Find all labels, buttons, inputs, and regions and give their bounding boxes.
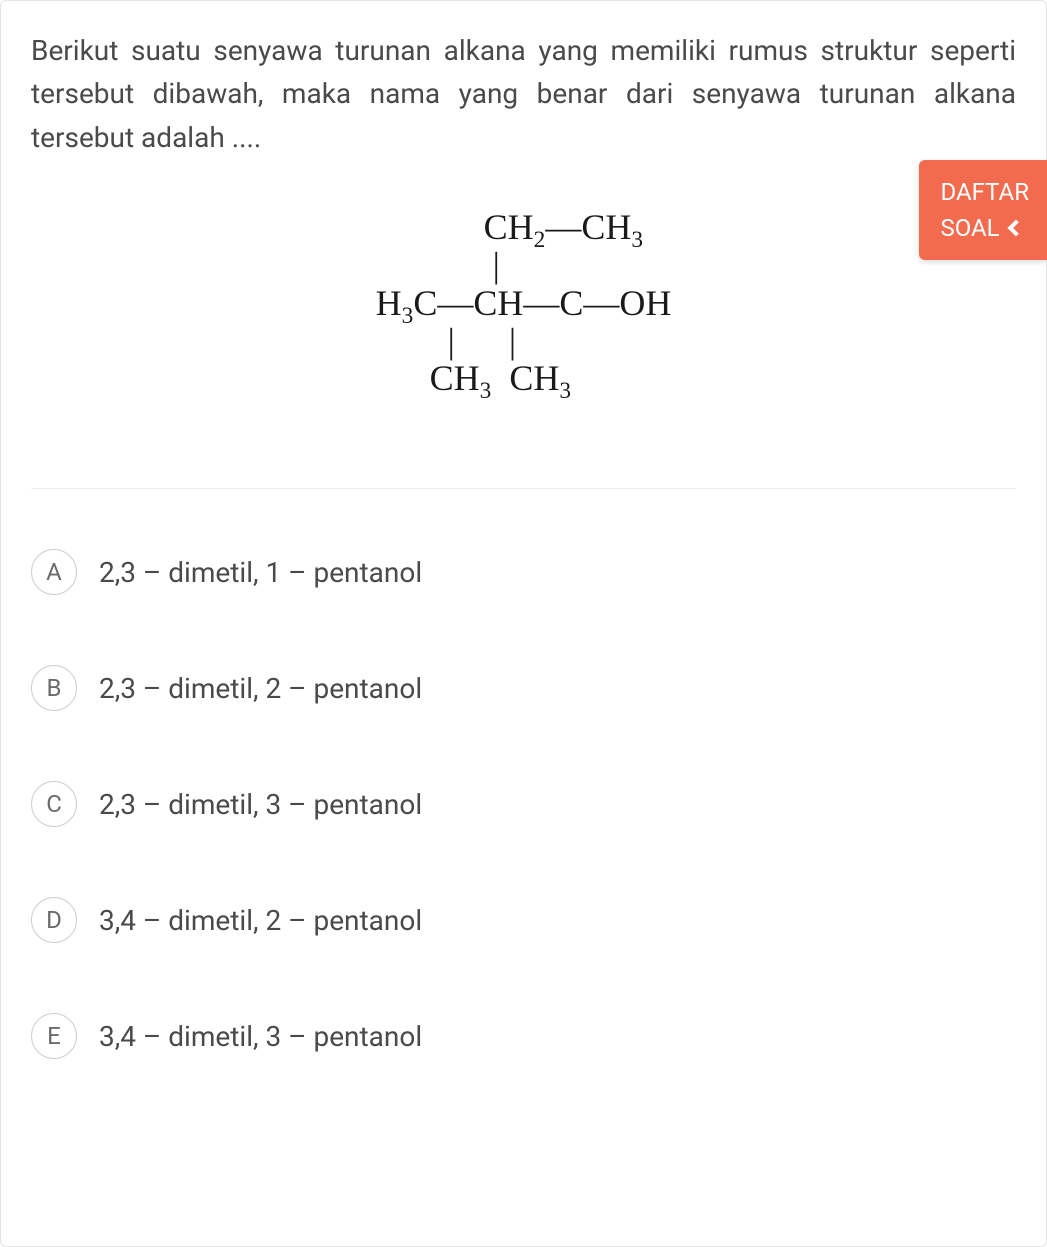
daftar-soal-tab[interactable]: DAFTAR SOAL <box>919 160 1047 260</box>
option-a[interactable]: A 2,3 – dimetil, 1 – pentanol <box>31 549 1016 595</box>
option-letter: A <box>31 549 77 595</box>
option-letter: C <box>31 781 77 827</box>
side-tab-line2: SOAL <box>941 210 1000 246</box>
option-c[interactable]: C 2,3 – dimetil, 3 – pentanol <box>31 781 1016 827</box>
chemical-structure-formula: CH2—CH3 | H3C—CH—C—OH | | CH3 CH3 <box>376 209 672 398</box>
option-letter: D <box>31 897 77 943</box>
option-text: 3,4 – dimetil, 2 – pentanol <box>99 904 422 937</box>
options-list: A 2,3 – dimetil, 1 – pentanol B 2,3 – di… <box>31 549 1016 1059</box>
option-letter: B <box>31 665 77 711</box>
question-card: Berikut suatu senyawa turunan alkana yan… <box>0 0 1047 1247</box>
option-d[interactable]: D 3,4 – dimetil, 2 – pentanol <box>31 897 1016 943</box>
side-tab-line1: DAFTAR <box>941 174 1030 210</box>
option-text: 2,3 – dimetil, 2 – pentanol <box>99 672 422 705</box>
side-tab-line2-row: SOAL <box>941 210 1030 246</box>
option-letter: E <box>31 1013 77 1059</box>
option-e[interactable]: E 3,4 – dimetil, 3 – pentanol <box>31 1013 1016 1059</box>
option-text: 2,3 – dimetil, 1 – pentanol <box>99 556 422 589</box>
option-text: 2,3 – dimetil, 3 – pentanol <box>99 788 422 821</box>
chemical-structure: CH2—CH3 | H3C—CH—C—OH | | CH3 CH3 <box>31 189 1016 458</box>
option-text: 3,4 – dimetil, 3 – pentanol <box>99 1020 422 1053</box>
question-text: Berikut suatu senyawa turunan alkana yan… <box>31 29 1016 159</box>
chevron-left-icon <box>1007 220 1024 237</box>
divider <box>31 488 1016 489</box>
option-b[interactable]: B 2,3 – dimetil, 2 – pentanol <box>31 665 1016 711</box>
